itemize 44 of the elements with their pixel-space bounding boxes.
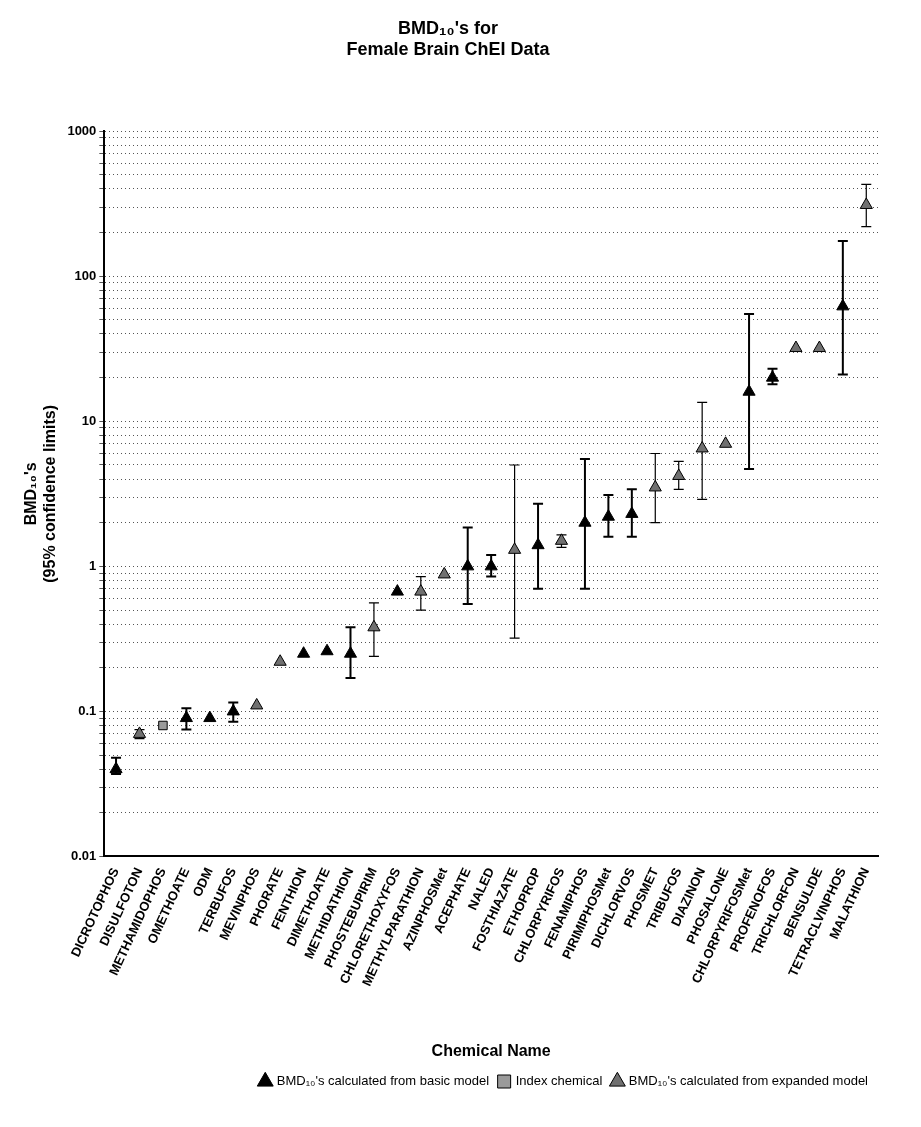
point xyxy=(836,298,850,311)
y-tick-label: 10 xyxy=(81,412,97,428)
y-tick-label: 100 xyxy=(74,267,97,283)
legend-label: BMD₁₀'s calculated from basic model xyxy=(276,1073,490,1089)
point xyxy=(578,515,592,527)
point xyxy=(789,340,803,353)
point xyxy=(297,646,311,658)
point xyxy=(437,566,451,579)
point xyxy=(531,537,545,550)
point xyxy=(179,710,193,723)
chart-title: BMD₁₀'s for Female Brain ChEI Data xyxy=(346,17,551,60)
y-tick-label: 1 xyxy=(89,557,97,573)
point xyxy=(367,619,381,632)
point xyxy=(414,584,428,596)
point xyxy=(719,436,733,448)
point xyxy=(461,558,475,571)
point xyxy=(765,370,780,382)
legend-label: Index chemical xyxy=(515,1073,603,1089)
point xyxy=(320,643,334,656)
point xyxy=(554,533,569,545)
point xyxy=(742,384,756,396)
point xyxy=(601,509,615,521)
point xyxy=(203,710,217,723)
point xyxy=(859,197,873,209)
point xyxy=(343,646,358,658)
point xyxy=(695,440,709,453)
point xyxy=(158,720,168,731)
point xyxy=(625,506,639,518)
point xyxy=(273,654,287,666)
point xyxy=(109,761,123,774)
y-axis-title: BMD₁₀'s (95% confidence limits) xyxy=(22,404,59,583)
point xyxy=(812,340,826,353)
y-tick-label: 0.01 xyxy=(71,848,97,864)
point xyxy=(390,584,404,596)
point xyxy=(648,479,662,492)
legend-label: BMD₁₀'s calculated from expanded model xyxy=(628,1073,869,1089)
x-axis-title: Chemical Name xyxy=(431,1041,551,1059)
point xyxy=(484,558,498,571)
y-tick-label: 1000 xyxy=(67,122,97,138)
y-tick-label: 0.1 xyxy=(78,703,97,719)
point xyxy=(250,697,264,710)
point xyxy=(226,703,240,716)
point xyxy=(508,542,522,554)
point xyxy=(672,468,686,480)
